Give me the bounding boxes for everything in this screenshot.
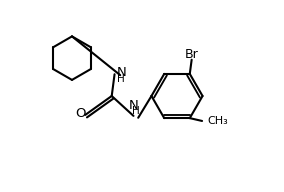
Text: H: H [131,106,139,116]
Text: N: N [129,99,138,112]
Text: Br: Br [185,48,199,61]
Text: CH₃: CH₃ [208,116,229,126]
Text: O: O [75,108,86,120]
Text: H: H [117,74,125,84]
Text: N: N [116,66,126,79]
